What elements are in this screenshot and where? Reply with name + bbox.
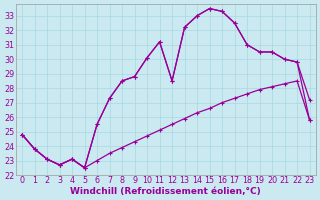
X-axis label: Windchill (Refroidissement éolien,°C): Windchill (Refroidissement éolien,°C) [70,187,261,196]
